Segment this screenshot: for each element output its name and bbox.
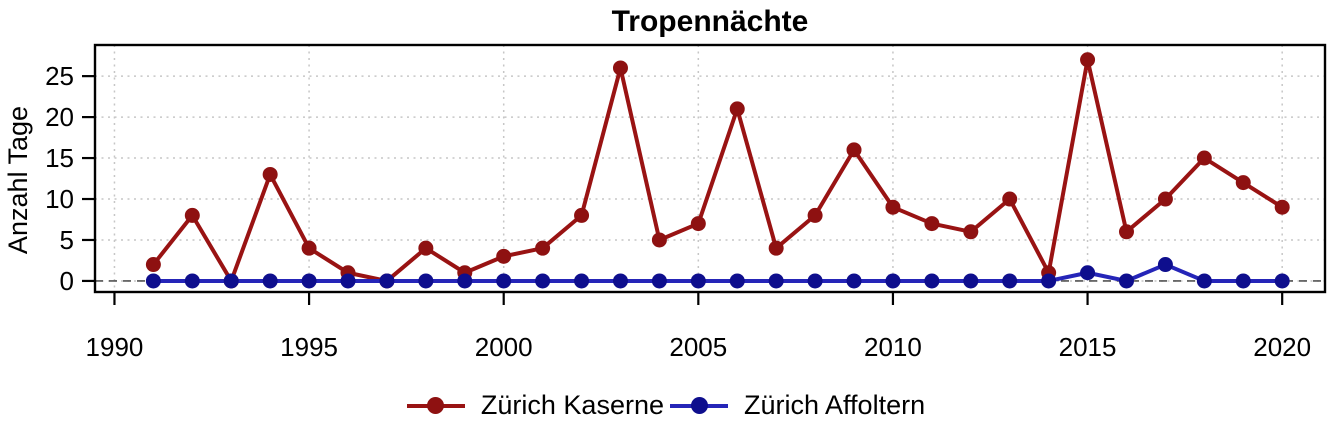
data-point-z-rich-affoltern-2000: [496, 273, 512, 289]
data-point-z-rich-affoltern-1994: [262, 273, 278, 289]
y-axis-tick-label: 15: [45, 143, 74, 173]
data-point-z-rich-affoltern-2015: [1080, 265, 1096, 281]
data-point-z-rich-affoltern-1996: [340, 273, 356, 289]
data-series: [145, 52, 1290, 289]
data-point-z-rich-affoltern-1997: [379, 273, 395, 289]
data-point-z-rich-affoltern-1993: [223, 273, 239, 289]
data-point-z-rich-affoltern-1992: [184, 273, 200, 289]
series-z-rich-affoltern: [145, 257, 1290, 289]
y-axis-tick-label: 10: [45, 184, 74, 214]
data-point-z-rich-affoltern-1991: [145, 273, 161, 289]
data-point-z-rich-kaserne-2011: [924, 216, 940, 232]
data-point-z-rich-kaserne-1992: [184, 207, 200, 223]
plot-border-box: [93, 43, 1327, 294]
data-point-z-rich-affoltern-2013: [1002, 273, 1018, 289]
data-point-z-rich-kaserne-2008: [807, 207, 823, 223]
legend-dot-icon: [427, 397, 445, 414]
data-point-z-rich-affoltern-2005: [690, 273, 706, 289]
y-axis-label: Anzahl Tage: [3, 106, 33, 254]
data-point-z-rich-kaserne-2019: [1235, 175, 1251, 191]
legend-dot-icon: [690, 397, 708, 414]
legend-label-zurich-affoltern: Zürich Affoltern: [744, 390, 926, 420]
gridlines: [95, 45, 1325, 292]
data-point-z-rich-kaserne-2016: [1118, 224, 1134, 240]
data-point-z-rich-affoltern-1995: [301, 273, 317, 289]
y-axis-tick-label: 20: [45, 102, 74, 132]
data-point-z-rich-affoltern-2017: [1157, 257, 1173, 273]
data-point-z-rich-kaserne-2006: [729, 101, 745, 117]
data-point-z-rich-kaserne-2004: [651, 232, 667, 248]
y-axis-tick-label: 25: [45, 61, 74, 91]
legend-marker-zurich-affoltern: [670, 395, 728, 417]
data-point-z-rich-kaserne-1995: [301, 240, 317, 256]
legend-item-zurich-affoltern: Zürich Affoltern: [670, 390, 925, 421]
data-point-z-rich-affoltern-2004: [651, 273, 667, 289]
chart-title: Tropennächte: [612, 5, 809, 38]
data-point-z-rich-affoltern-1998: [418, 273, 434, 289]
data-point-z-rich-kaserne-2005: [690, 216, 706, 232]
data-point-z-rich-affoltern-2001: [535, 273, 551, 289]
legend: Zürich Kaserne Zürich Affoltern: [0, 390, 1332, 421]
data-point-z-rich-affoltern-2006: [729, 273, 745, 289]
data-point-z-rich-affoltern-2019: [1235, 273, 1251, 289]
data-point-z-rich-kaserne-2012: [963, 224, 979, 240]
series-line-z-rich-affoltern: [151, 262, 1285, 283]
x-axis-tick-label: 1990: [86, 332, 144, 362]
data-point-z-rich-kaserne-2007: [768, 240, 784, 256]
data-point-z-rich-kaserne-2000: [496, 248, 512, 264]
legend-marker-zurich-kaserne: [406, 395, 465, 417]
data-point-z-rich-kaserne-2010: [885, 199, 901, 215]
x-axis-tick-label: 2020: [1253, 332, 1311, 362]
data-point-z-rich-kaserne-1994: [262, 166, 278, 182]
x-axis-tick-label: 1995: [280, 332, 338, 362]
data-point-z-rich-kaserne-2001: [535, 240, 551, 256]
data-point-z-rich-kaserne-2020: [1274, 199, 1290, 215]
data-point-z-rich-affoltern-2002: [574, 273, 590, 289]
data-point-z-rich-affoltern-2016: [1118, 273, 1134, 289]
data-point-z-rich-affoltern-2014: [1041, 273, 1057, 289]
data-point-z-rich-affoltern-2011: [924, 273, 940, 289]
data-point-z-rich-kaserne-2002: [574, 207, 590, 223]
y-axis-tick-label: 0: [60, 266, 74, 296]
data-point-z-rich-affoltern-2018: [1196, 273, 1212, 289]
y-axis-tick-label: 5: [60, 225, 74, 255]
data-point-z-rich-affoltern-2012: [963, 273, 979, 289]
data-point-z-rich-affoltern-2003: [612, 273, 628, 289]
axes-ticks-and-labels: 1990 1995 2000 2005 2010 2015 2020 0 5 10 15 20 25: [45, 61, 1311, 362]
series-z-rich-kaserne: [145, 52, 1290, 289]
data-point-z-rich-kaserne-2017: [1157, 191, 1173, 207]
data-point-z-rich-kaserne-1998: [418, 240, 434, 256]
data-point-z-rich-affoltern-2007: [768, 273, 784, 289]
data-point-z-rich-affoltern-1999: [457, 273, 473, 289]
data-point-z-rich-kaserne-2003: [612, 60, 628, 76]
x-axis-tick-label: 2015: [1059, 332, 1117, 362]
data-point-z-rich-affoltern-2010: [885, 273, 901, 289]
data-point-z-rich-affoltern-2008: [807, 273, 823, 289]
series-line-z-rich-kaserne: [151, 57, 1285, 283]
data-point-z-rich-kaserne-2013: [1002, 191, 1018, 207]
data-point-z-rich-kaserne-2018: [1196, 150, 1212, 166]
legend-label-zurich-kaserne: Zürich Kaserne: [480, 390, 664, 420]
data-point-z-rich-affoltern-2020: [1274, 273, 1290, 289]
x-axis-tick-label: 2005: [669, 332, 727, 362]
data-point-z-rich-kaserne-2015: [1080, 52, 1096, 68]
data-point-z-rich-affoltern-2009: [846, 273, 862, 289]
data-point-z-rich-kaserne-2009: [846, 142, 862, 158]
data-point-z-rich-kaserne-1991: [145, 257, 161, 273]
x-axis-tick-label: 2010: [864, 332, 922, 362]
x-axis-tick-label: 2000: [475, 332, 533, 362]
legend-item-zurich-kaserne: Zürich Kaserne: [406, 390, 664, 421]
